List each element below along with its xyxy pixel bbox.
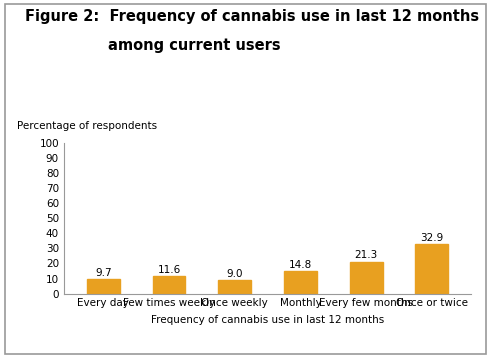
Bar <box>284 271 317 294</box>
Text: 9.0: 9.0 <box>226 269 243 279</box>
Text: 21.3: 21.3 <box>355 251 378 261</box>
Bar <box>350 262 382 294</box>
Text: 9.7: 9.7 <box>95 268 111 278</box>
Bar <box>153 276 186 294</box>
Bar <box>218 280 251 294</box>
Text: 14.8: 14.8 <box>289 260 312 270</box>
Text: among current users: among current users <box>108 38 281 53</box>
Text: Percentage of respondents: Percentage of respondents <box>17 121 157 131</box>
X-axis label: Frequency of cannabis use in last 12 months: Frequency of cannabis use in last 12 mon… <box>151 315 384 325</box>
Text: Figure 2:  Frequency of cannabis use in last 12 months: Figure 2: Frequency of cannabis use in l… <box>25 9 479 24</box>
Text: 11.6: 11.6 <box>158 265 181 275</box>
Text: 32.9: 32.9 <box>420 233 443 243</box>
Bar <box>87 279 120 294</box>
Bar <box>415 244 448 294</box>
